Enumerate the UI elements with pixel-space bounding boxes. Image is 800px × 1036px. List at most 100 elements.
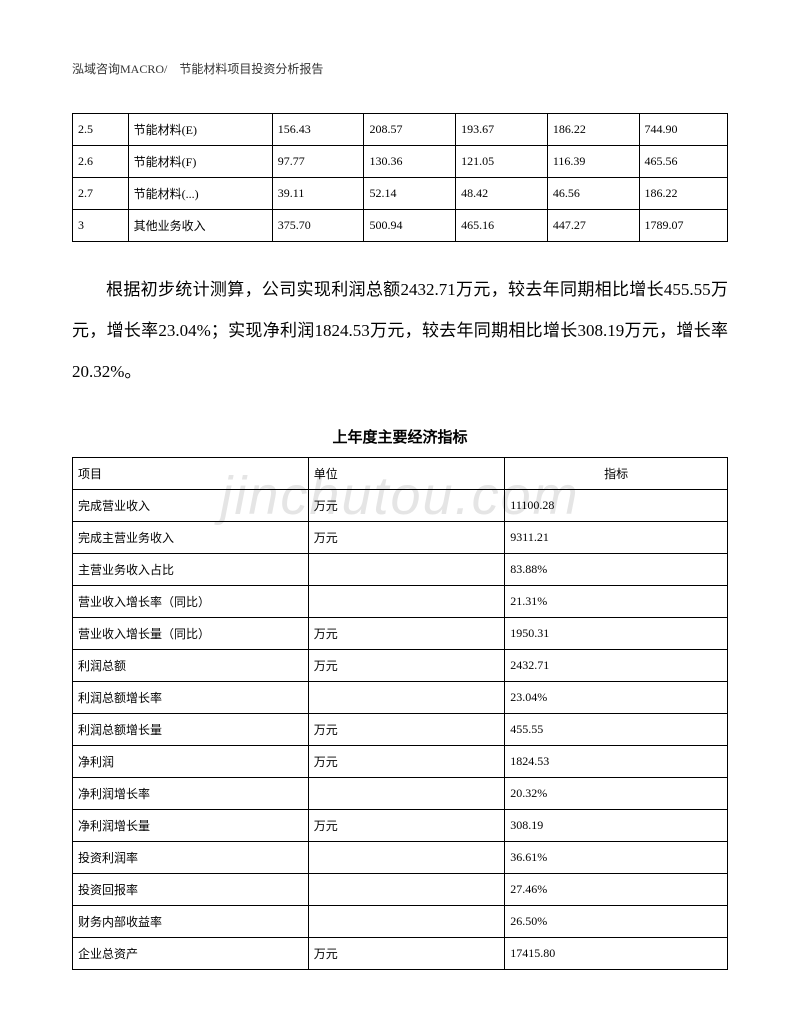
cell: 36.61%	[505, 842, 728, 874]
cell	[308, 778, 505, 810]
table-row: 净利润增长量万元308.19	[73, 810, 728, 842]
cell: 465.16	[456, 210, 548, 242]
table-row: 投资回报率 27.46%	[73, 874, 728, 906]
page-header: 泓域咨询MACRO/ 节能材料项目投资分析报告	[72, 60, 728, 77]
cell: 97.77	[272, 146, 364, 178]
cell: 39.11	[272, 178, 364, 210]
table-row: 营业收入增长率（同比） 21.31%	[73, 586, 728, 618]
cell: 121.05	[456, 146, 548, 178]
cell: 财务内部收益率	[73, 906, 309, 938]
cell: 节能材料(F)	[128, 146, 272, 178]
cell	[308, 554, 505, 586]
cell: 营业收入增长量（同比）	[73, 618, 309, 650]
cell	[308, 906, 505, 938]
cell: 130.36	[364, 146, 456, 178]
table-row: 净利润增长率 20.32%	[73, 778, 728, 810]
table-row: 2.7 节能材料(...) 39.11 52.14 48.42 46.56 18…	[73, 178, 728, 210]
table-row: 2.5 节能材料(E) 156.43 208.57 193.67 186.22 …	[73, 114, 728, 146]
table-row: 3 其他业务收入 375.70 500.94 465.16 447.27 178…	[73, 210, 728, 242]
cell: 46.56	[547, 178, 639, 210]
cell: 48.42	[456, 178, 548, 210]
cell: 节能材料(...)	[128, 178, 272, 210]
cell: 2.5	[73, 114, 129, 146]
cell: 营业收入增长率（同比）	[73, 586, 309, 618]
cell: 完成主营业务收入	[73, 522, 309, 554]
table-row: 营业收入增长量（同比）万元1950.31	[73, 618, 728, 650]
cell: 完成营业收入	[73, 490, 309, 522]
cell: 156.43	[272, 114, 364, 146]
cell: 744.90	[639, 114, 727, 146]
cell: 利润总额增长量	[73, 714, 309, 746]
cell: 23.04%	[505, 682, 728, 714]
cell: 其他业务收入	[128, 210, 272, 242]
cell: 净利润	[73, 746, 309, 778]
cell	[308, 842, 505, 874]
cell: 447.27	[547, 210, 639, 242]
cell: 利润总额增长率	[73, 682, 309, 714]
cell: 万元	[308, 522, 505, 554]
cell	[308, 682, 505, 714]
col-header: 指标	[505, 458, 728, 490]
cell: 455.55	[505, 714, 728, 746]
table-row: 财务内部收益率 26.50%	[73, 906, 728, 938]
cell: 21.31%	[505, 586, 728, 618]
table-row: 完成营业收入万元11100.28	[73, 490, 728, 522]
cell: 9311.21	[505, 522, 728, 554]
cell: 主营业务收入占比	[73, 554, 309, 586]
cell: 26.50%	[505, 906, 728, 938]
cell: 1950.31	[505, 618, 728, 650]
cell: 投资回报率	[73, 874, 309, 906]
col-header: 单位	[308, 458, 505, 490]
table-header-row: 项目 单位 指标	[73, 458, 728, 490]
cell	[308, 586, 505, 618]
table-row: 完成主营业务收入万元9311.21	[73, 522, 728, 554]
cell: 208.57	[364, 114, 456, 146]
cell: 2.7	[73, 178, 129, 210]
summary-paragraph: 根据初步统计测算，公司实现利润总额2432.71万元，较去年同期相比增长455.…	[72, 270, 728, 392]
cell: 利润总额	[73, 650, 309, 682]
cell: 308.19	[505, 810, 728, 842]
cell: 20.32%	[505, 778, 728, 810]
cell: 1824.53	[505, 746, 728, 778]
cell: 17415.80	[505, 938, 728, 970]
cell: 500.94	[364, 210, 456, 242]
cell: 186.22	[639, 178, 727, 210]
table-row: 利润总额万元2432.71	[73, 650, 728, 682]
cell: 2432.71	[505, 650, 728, 682]
cell: 193.67	[456, 114, 548, 146]
table-row: 利润总额增长量万元455.55	[73, 714, 728, 746]
materials-table: 2.5 节能材料(E) 156.43 208.57 193.67 186.22 …	[72, 113, 728, 242]
cell: 万元	[308, 938, 505, 970]
cell	[308, 874, 505, 906]
cell: 1789.07	[639, 210, 727, 242]
table-row: 利润总额增长率 23.04%	[73, 682, 728, 714]
cell: 万元	[308, 810, 505, 842]
cell: 节能材料(E)	[128, 114, 272, 146]
cell: 2.6	[73, 146, 129, 178]
cell: 企业总资产	[73, 938, 309, 970]
cell: 83.88%	[505, 554, 728, 586]
table-row: 企业总资产万元17415.80	[73, 938, 728, 970]
cell: 投资利润率	[73, 842, 309, 874]
cell: 375.70	[272, 210, 364, 242]
cell: 净利润增长率	[73, 778, 309, 810]
table-row: 净利润万元1824.53	[73, 746, 728, 778]
cell: 11100.28	[505, 490, 728, 522]
cell: 3	[73, 210, 129, 242]
cell: 116.39	[547, 146, 639, 178]
section-title: 上年度主要经济指标	[72, 426, 728, 447]
table-row: 投资利润率 36.61%	[73, 842, 728, 874]
cell: 27.46%	[505, 874, 728, 906]
cell: 万元	[308, 746, 505, 778]
col-header: 项目	[73, 458, 309, 490]
table-row: 主营业务收入占比 83.88%	[73, 554, 728, 586]
cell: 52.14	[364, 178, 456, 210]
indicators-table: 项目 单位 指标 完成营业收入万元11100.28 完成主营业务收入万元9311…	[72, 457, 728, 970]
table-row: 2.6 节能材料(F) 97.77 130.36 121.05 116.39 4…	[73, 146, 728, 178]
cell: 净利润增长量	[73, 810, 309, 842]
cell: 万元	[308, 714, 505, 746]
cell: 万元	[308, 650, 505, 682]
cell: 万元	[308, 490, 505, 522]
cell: 万元	[308, 618, 505, 650]
cell: 186.22	[547, 114, 639, 146]
